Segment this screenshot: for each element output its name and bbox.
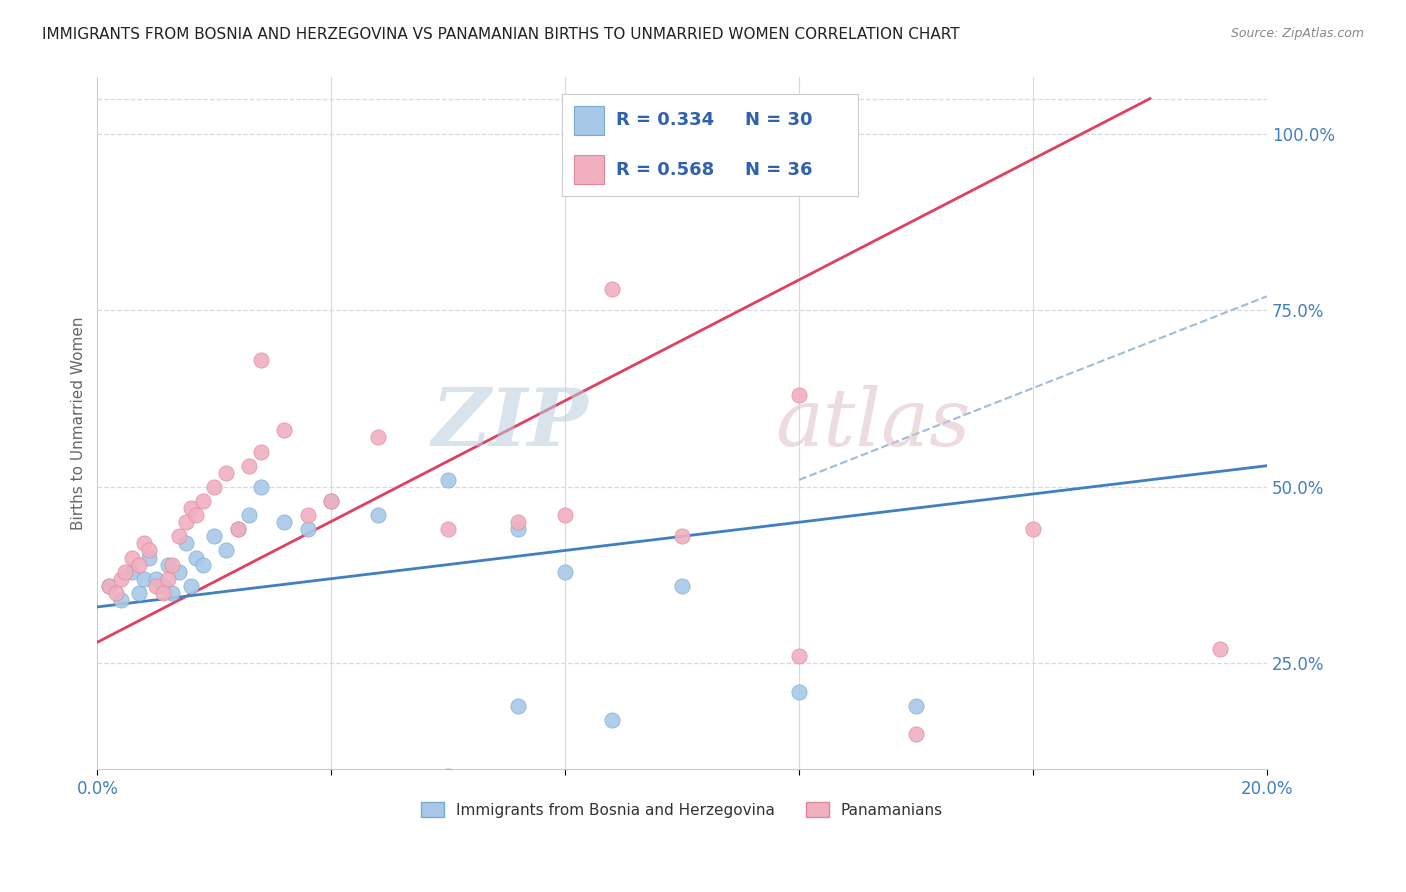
Point	[273, 424, 295, 438]
Point	[437, 769, 460, 783]
Text: ZIP: ZIP	[432, 384, 589, 462]
Point	[167, 565, 190, 579]
Point	[215, 466, 238, 480]
Point	[250, 444, 273, 458]
Point	[297, 522, 319, 536]
Point	[121, 565, 143, 579]
Point	[105, 586, 128, 600]
Point	[156, 572, 179, 586]
Text: R = 0.334: R = 0.334	[616, 112, 714, 129]
Legend: Immigrants from Bosnia and Herzegovina, Panamanians: Immigrants from Bosnia and Herzegovina, …	[415, 796, 949, 824]
Text: R = 0.568: R = 0.568	[616, 161, 714, 178]
Point	[238, 508, 260, 523]
Point	[110, 572, 132, 586]
Point	[671, 579, 693, 593]
Point	[98, 579, 121, 593]
Point	[160, 586, 183, 600]
Text: atlas: atlas	[776, 384, 972, 462]
Point	[1022, 522, 1045, 536]
Point	[145, 579, 167, 593]
Point	[138, 550, 160, 565]
Point	[98, 579, 121, 593]
Point	[114, 565, 136, 579]
Point	[191, 558, 214, 572]
Point	[202, 480, 225, 494]
Point	[905, 698, 928, 713]
Point	[145, 572, 167, 586]
Point	[174, 536, 197, 550]
Point	[226, 522, 249, 536]
Bar	[574, 106, 603, 135]
Point	[1209, 642, 1232, 657]
Point	[180, 501, 202, 516]
Point	[437, 522, 460, 536]
Point	[121, 550, 143, 565]
Point	[437, 473, 460, 487]
Point	[152, 586, 174, 600]
Point	[128, 558, 150, 572]
Point	[508, 698, 530, 713]
Point	[250, 480, 273, 494]
Point	[508, 515, 530, 529]
Point	[600, 282, 623, 296]
Point	[297, 508, 319, 523]
Point	[134, 536, 156, 550]
Text: N = 30: N = 30	[745, 112, 813, 129]
Point	[367, 430, 389, 444]
Point	[138, 543, 160, 558]
Point	[554, 565, 576, 579]
Text: N = 36: N = 36	[745, 161, 813, 178]
Point	[226, 522, 249, 536]
Point	[215, 543, 238, 558]
Point	[184, 508, 207, 523]
Point	[191, 494, 214, 508]
Point	[110, 592, 132, 607]
Point	[321, 494, 343, 508]
Point	[367, 508, 389, 523]
Point	[787, 388, 810, 402]
Point	[167, 529, 190, 543]
Y-axis label: Births to Unmarried Women: Births to Unmarried Women	[72, 317, 86, 530]
Point	[128, 586, 150, 600]
Text: Source: ZipAtlas.com: Source: ZipAtlas.com	[1230, 27, 1364, 40]
Point	[787, 649, 810, 664]
Point	[787, 684, 810, 698]
Point	[273, 515, 295, 529]
Bar	[574, 155, 603, 184]
Point	[508, 522, 530, 536]
Point	[156, 558, 179, 572]
Point	[905, 727, 928, 741]
Point	[160, 558, 183, 572]
Point	[134, 572, 156, 586]
Point	[174, 515, 197, 529]
Text: IMMIGRANTS FROM BOSNIA AND HERZEGOVINA VS PANAMANIAN BIRTHS TO UNMARRIED WOMEN C: IMMIGRANTS FROM BOSNIA AND HERZEGOVINA V…	[42, 27, 960, 42]
Point	[554, 508, 576, 523]
Point	[152, 579, 174, 593]
Point	[202, 529, 225, 543]
Point	[250, 352, 273, 367]
Point	[600, 713, 623, 727]
Point	[321, 494, 343, 508]
Point	[184, 550, 207, 565]
Point	[238, 458, 260, 473]
Point	[180, 579, 202, 593]
Point	[671, 529, 693, 543]
